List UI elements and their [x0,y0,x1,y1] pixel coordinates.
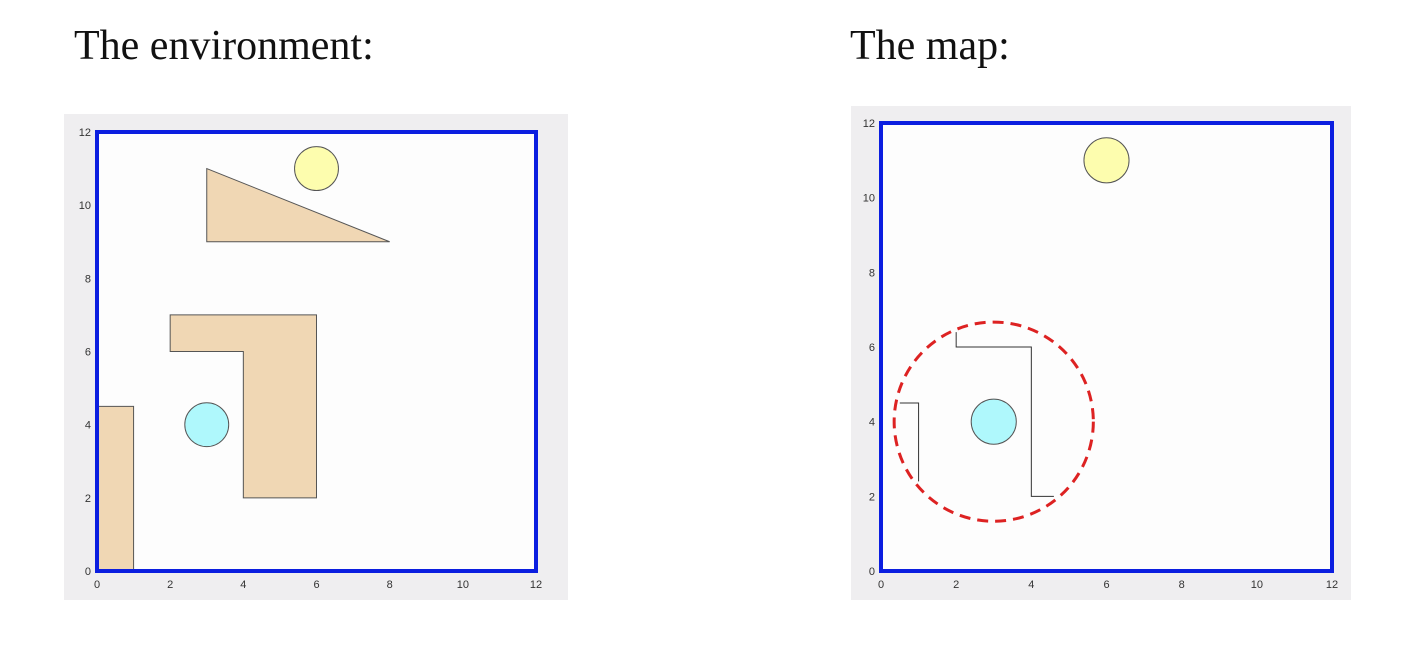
environment-plot: 0 2 4 6 8 10 12 0 2 4 6 8 10 12 [64,114,568,600]
left-wall-obstacle [96,405,135,572]
goal-circle [1083,137,1130,184]
environment-plot-canvas: 0 2 4 6 8 10 12 0 2 4 6 8 10 12 [79,127,542,591]
x-tick-label: 4 [1028,579,1034,591]
plot-area [881,123,1332,571]
detected-edge-l-shape [955,332,1054,497]
robot-circle [970,398,1017,445]
x-tick-label: 2 [953,579,959,591]
robot-circle [184,402,230,448]
y-tick-label: 4 [85,420,91,432]
y-tick-label: 6 [869,342,875,354]
x-tick-label: 8 [387,579,393,591]
l-shaped-obstacle [169,314,317,499]
y-tick-label: 2 [85,493,91,505]
map-plot: 0 2 4 6 8 10 12 0 2 4 6 8 10 12 [851,106,1351,600]
x-tick-label: 0 [94,579,100,591]
environment-heading: The environment: [74,23,374,69]
goal-circle [294,146,339,192]
y-tick-label: 10 [79,200,91,212]
y-tick-label: 0 [85,566,91,578]
y-tick-label: 10 [863,193,875,205]
x-tick-label: 2 [167,579,173,591]
x-tick-label: 6 [1103,579,1109,591]
y-tick-label: 12 [79,127,91,139]
y-tick-label: 12 [863,118,875,130]
map-boundary [879,121,1334,573]
x-tick-label: 6 [313,579,319,591]
x-tick-label: 0 [878,579,884,591]
detected-edge-left [899,402,920,482]
map-heading: The map: [850,23,1010,69]
sensor-range-circle [892,320,1095,523]
y-tick-label: 8 [869,267,875,279]
y-tick-label: 2 [869,491,875,503]
y-tick-label: 6 [85,347,91,359]
x-tick-label: 12 [530,579,542,591]
x-tick-label: 4 [240,579,246,591]
y-tick-label: 4 [869,417,875,429]
map-boundary [95,130,538,573]
x-tick-label: 8 [1179,579,1185,591]
map-plot-canvas: 0 2 4 6 8 10 12 0 2 4 6 8 10 12 [863,118,1338,591]
y-tick-label: 8 [85,273,91,285]
x-tick-label: 12 [1326,579,1338,591]
triangle-obstacle [206,167,390,243]
y-tick-label: 0 [869,566,875,578]
x-tick-label: 10 [457,579,469,591]
x-tick-label: 10 [1251,579,1263,591]
